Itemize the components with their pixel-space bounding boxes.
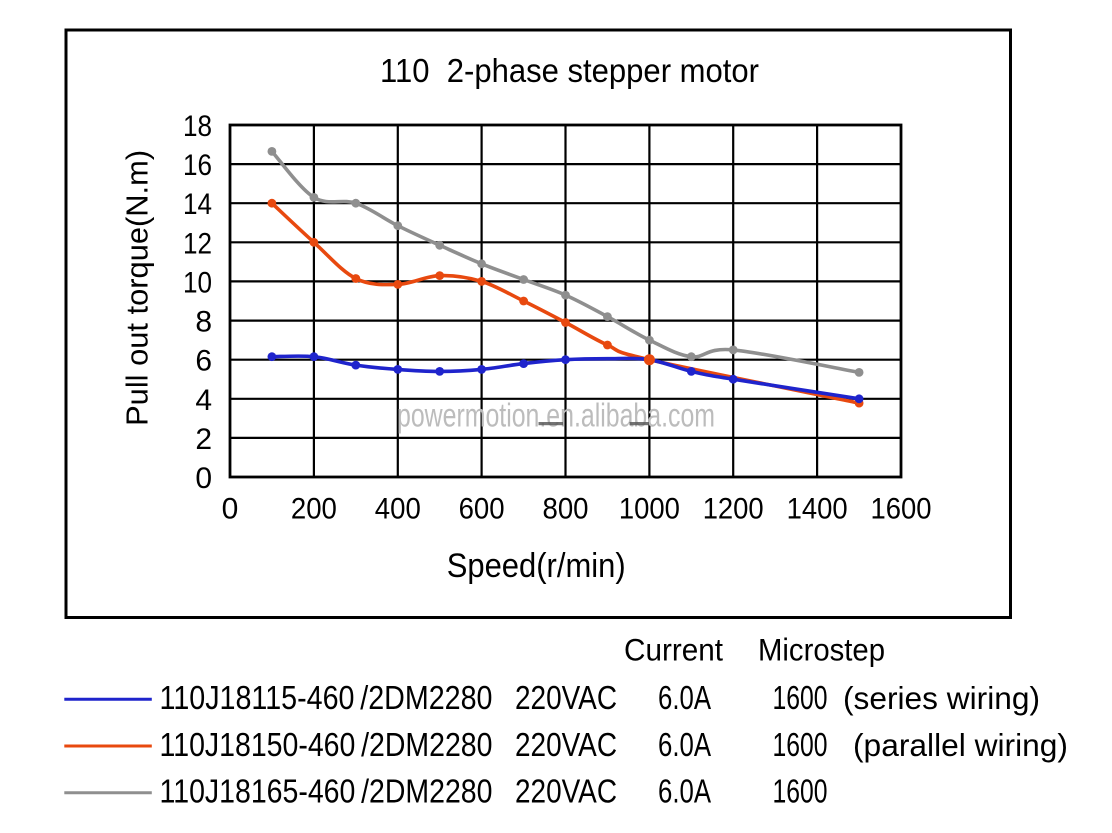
svg-text:110J18165-460 /2DM2280: 110J18165-460 /2DM2280 [160, 773, 493, 810]
svg-text:220VAC: 220VAC [515, 726, 617, 763]
svg-text:0: 0 [195, 462, 212, 495]
svg-text:1600: 1600 [871, 493, 932, 526]
svg-text:10: 10 [183, 266, 212, 299]
svg-text:0: 0 [222, 493, 239, 526]
svg-text:18: 18 [183, 110, 212, 143]
svg-text:1000: 1000 [619, 493, 680, 526]
svg-text:1200: 1200 [703, 493, 764, 526]
svg-text:200: 200 [291, 493, 337, 526]
svg-text:(parallel wiring): (parallel wiring) [853, 727, 1068, 763]
svg-text:1400: 1400 [787, 493, 848, 526]
svg-text:110J18150-460 /2DM2280: 110J18150-460 /2DM2280 [160, 726, 493, 763]
svg-text:600: 600 [459, 493, 505, 526]
svg-text:220VAC: 220VAC [515, 773, 617, 810]
svg-text:2: 2 [195, 423, 212, 456]
svg-text:110 2-phase stepper motor: 110 2-phase stepper motor [380, 52, 759, 89]
svg-text:(series wiring): (series wiring) [843, 680, 1040, 716]
svg-text:1600: 1600 [773, 679, 828, 716]
svg-text:1600: 1600 [773, 726, 828, 763]
svg-text:Current: Current [624, 632, 723, 668]
svg-text:14: 14 [183, 188, 212, 221]
svg-text:400: 400 [375, 493, 421, 526]
svg-text:800: 800 [543, 493, 589, 526]
svg-text:Speed(r/min): Speed(r/min) [447, 547, 626, 585]
svg-text:16: 16 [183, 149, 212, 182]
svg-text:6.0A: 6.0A [658, 679, 711, 716]
svg-text:6.0A: 6.0A [658, 726, 711, 763]
svg-text:1600: 1600 [773, 773, 828, 810]
svg-text:110J18115-460 /2DM2280: 110J18115-460 /2DM2280 [160, 679, 493, 716]
svg-text:6.0A: 6.0A [658, 773, 711, 810]
svg-text:Microstep: Microstep [758, 632, 885, 668]
svg-text:12: 12 [183, 227, 212, 260]
svg-text:6: 6 [195, 345, 212, 378]
svg-text:220VAC: 220VAC [515, 679, 617, 716]
svg-text:Pull out torque(N.m): Pull out torque(N.m) [120, 150, 155, 426]
svg-text:4: 4 [195, 384, 212, 417]
svg-text:8: 8 [195, 306, 212, 339]
svg-text:powermotion.en.alibaba.com: powermotion.en.alibaba.com [397, 397, 715, 434]
